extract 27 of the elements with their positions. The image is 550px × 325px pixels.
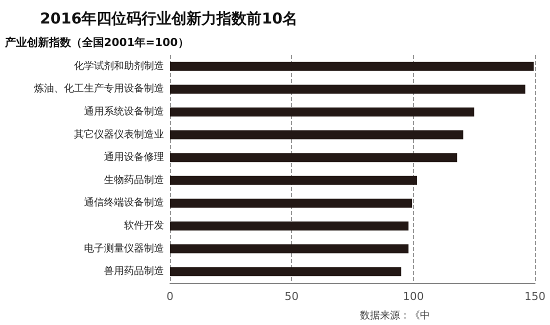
x-tick-label: 0	[166, 290, 174, 303]
bar	[170, 108, 474, 116]
bar	[170, 267, 402, 276]
bar	[170, 62, 534, 71]
y-tick-label: 电子测量仪器制造	[84, 242, 164, 254]
chart-title: 2016年四位码行业创新力指数前10名	[40, 10, 298, 28]
y-tick-label: 通用系统设备制造	[84, 106, 164, 118]
source-note: 数据来源：《中	[360, 310, 430, 322]
y-tick-label: 化学试剂和助剂制造	[74, 60, 164, 72]
y-tick-label: 炼油、化工生产专用设备制造	[34, 82, 164, 95]
y-tick-label: 通信终端设备制造	[84, 196, 164, 209]
bar	[170, 153, 458, 162]
chart-subtitle: 产业创新指数（全国2001年=100）	[4, 36, 189, 49]
bar	[170, 176, 417, 185]
x-tick-label: 150	[524, 290, 546, 303]
x-tick-label: 50	[284, 290, 299, 303]
bar	[170, 198, 412, 208]
y-tick-label: 兽用药品制造	[104, 265, 164, 278]
y-tick-label: 其它仪器仪表制造业	[74, 128, 164, 140]
y-tick-label: 通用设备修理	[104, 151, 164, 164]
bar	[170, 130, 464, 140]
bar	[170, 244, 408, 254]
bar	[170, 84, 526, 94]
y-tick-label: 生物药品制造	[104, 174, 164, 186]
x-tick-label: 100	[402, 290, 424, 303]
y-tick-label: 软件开发	[124, 220, 164, 232]
bar	[170, 222, 408, 230]
